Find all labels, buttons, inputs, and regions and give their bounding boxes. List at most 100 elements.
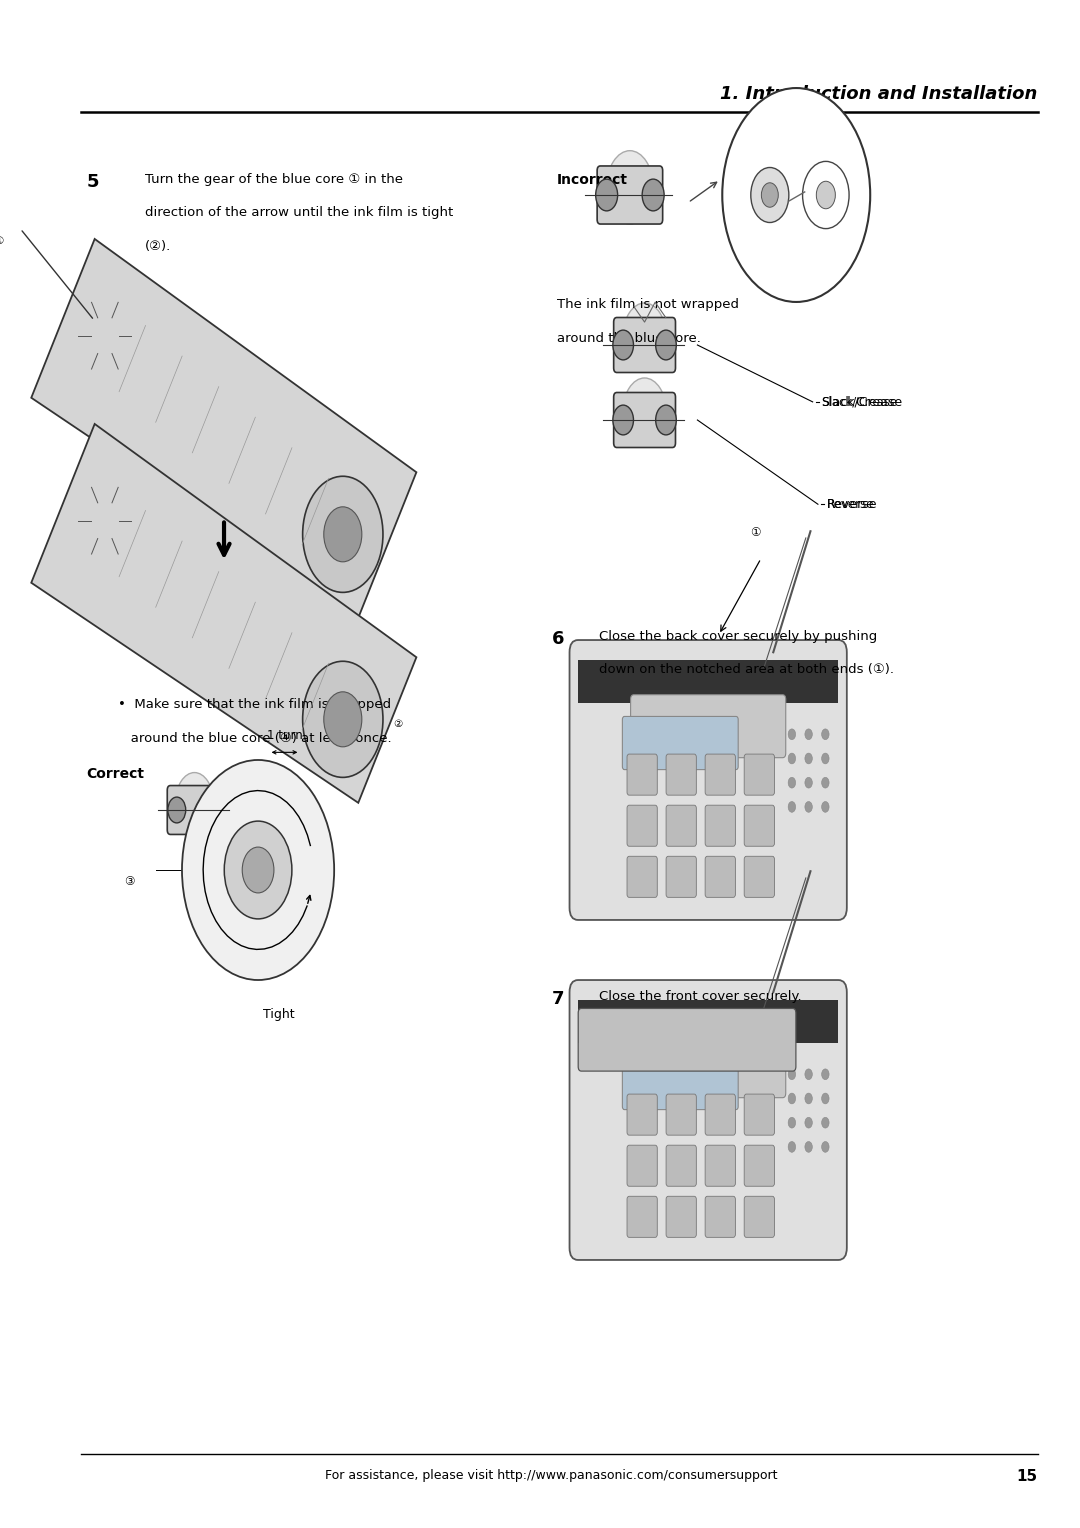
Circle shape <box>805 1117 812 1128</box>
Text: ①: ① <box>751 526 761 538</box>
Ellipse shape <box>176 773 214 833</box>
FancyBboxPatch shape <box>597 167 663 225</box>
Circle shape <box>242 847 274 892</box>
Text: ③: ③ <box>124 876 134 888</box>
Circle shape <box>805 778 812 788</box>
FancyBboxPatch shape <box>744 1144 774 1186</box>
FancyBboxPatch shape <box>666 755 697 795</box>
Circle shape <box>788 1070 796 1080</box>
Circle shape <box>596 179 618 211</box>
FancyBboxPatch shape <box>666 1196 697 1238</box>
Circle shape <box>77 480 134 562</box>
Text: 1 turn: 1 turn <box>267 729 302 741</box>
Circle shape <box>805 802 812 813</box>
FancyBboxPatch shape <box>622 1056 739 1109</box>
FancyBboxPatch shape <box>627 856 658 897</box>
Circle shape <box>788 729 796 740</box>
FancyBboxPatch shape <box>666 1144 697 1186</box>
Polygon shape <box>31 238 417 617</box>
Circle shape <box>822 729 829 740</box>
Circle shape <box>816 182 835 209</box>
Text: For assistance, please visit http://www.panasonic.com/consumersupport: For assistance, please visit http://www.… <box>325 1470 778 1482</box>
FancyBboxPatch shape <box>666 805 697 847</box>
Circle shape <box>822 753 829 764</box>
Circle shape <box>822 1117 829 1128</box>
Text: (②).: (②). <box>145 240 171 254</box>
Text: 6: 6 <box>552 630 564 648</box>
FancyBboxPatch shape <box>705 755 735 795</box>
Circle shape <box>656 405 676 435</box>
Text: direction of the arrow until the ink film is tight: direction of the arrow until the ink fil… <box>145 206 453 220</box>
FancyBboxPatch shape <box>744 1196 774 1238</box>
Circle shape <box>751 168 788 223</box>
Text: Incorrect: Incorrect <box>557 173 627 186</box>
Ellipse shape <box>623 377 666 446</box>
FancyBboxPatch shape <box>613 318 675 373</box>
Text: ②: ② <box>393 720 402 729</box>
FancyBboxPatch shape <box>705 1144 735 1186</box>
Text: Slack/Crease: Slack/Crease <box>821 396 902 408</box>
FancyBboxPatch shape <box>627 805 658 847</box>
FancyBboxPatch shape <box>569 979 847 1261</box>
Circle shape <box>805 1093 812 1103</box>
Text: ①: ① <box>0 235 3 246</box>
Text: 15: 15 <box>1016 1470 1038 1484</box>
Text: Reverse: Reverse <box>826 498 877 510</box>
Circle shape <box>822 802 829 813</box>
Ellipse shape <box>607 151 653 225</box>
Circle shape <box>788 1117 796 1128</box>
Circle shape <box>612 405 634 435</box>
FancyBboxPatch shape <box>569 640 847 920</box>
FancyBboxPatch shape <box>705 1094 735 1135</box>
Text: 5: 5 <box>86 173 99 191</box>
FancyBboxPatch shape <box>578 1008 796 1071</box>
Text: Close the back cover securely by pushing: Close the back cover securely by pushing <box>599 630 877 643</box>
Circle shape <box>91 315 119 356</box>
Circle shape <box>788 1093 796 1103</box>
Circle shape <box>183 759 334 979</box>
FancyBboxPatch shape <box>627 1094 658 1135</box>
Text: down on the notched area at both ends (①).: down on the notched area at both ends (①… <box>599 663 894 677</box>
Circle shape <box>805 753 812 764</box>
Circle shape <box>802 162 849 229</box>
FancyBboxPatch shape <box>631 1034 786 1097</box>
FancyBboxPatch shape <box>631 695 786 758</box>
FancyBboxPatch shape <box>578 660 838 703</box>
Circle shape <box>643 179 664 211</box>
Circle shape <box>822 1141 829 1152</box>
Circle shape <box>788 753 796 764</box>
Circle shape <box>822 778 829 788</box>
FancyBboxPatch shape <box>744 755 774 795</box>
Circle shape <box>91 500 119 541</box>
Circle shape <box>788 1141 796 1152</box>
FancyBboxPatch shape <box>744 1094 774 1135</box>
Text: Slack/Crease: Slack/Crease <box>821 396 897 408</box>
Circle shape <box>203 798 221 824</box>
Circle shape <box>612 330 634 361</box>
Circle shape <box>761 183 779 208</box>
Circle shape <box>723 89 870 303</box>
FancyBboxPatch shape <box>666 856 697 897</box>
Text: Tight: Tight <box>264 1007 295 1021</box>
Ellipse shape <box>623 303 666 371</box>
Text: Turn the gear of the blue core ① in the: Turn the gear of the blue core ① in the <box>145 173 403 186</box>
Text: The ink film is not wrapped: The ink film is not wrapped <box>557 298 739 312</box>
FancyBboxPatch shape <box>744 856 774 897</box>
Circle shape <box>805 1070 812 1080</box>
FancyBboxPatch shape <box>578 1001 838 1044</box>
FancyBboxPatch shape <box>705 1196 735 1238</box>
Circle shape <box>805 1141 812 1152</box>
Text: around the blue core.: around the blue core. <box>557 332 701 345</box>
FancyBboxPatch shape <box>627 1144 658 1186</box>
FancyBboxPatch shape <box>627 1196 658 1238</box>
Text: around the blue core (④) at least once.: around the blue core (④) at least once. <box>119 732 392 746</box>
FancyBboxPatch shape <box>627 755 658 795</box>
Circle shape <box>788 802 796 813</box>
Circle shape <box>805 729 812 740</box>
Circle shape <box>167 798 186 824</box>
FancyBboxPatch shape <box>744 805 774 847</box>
Circle shape <box>77 295 134 377</box>
FancyBboxPatch shape <box>622 717 739 770</box>
Polygon shape <box>31 423 417 802</box>
Text: Reverse: Reverse <box>826 498 874 510</box>
